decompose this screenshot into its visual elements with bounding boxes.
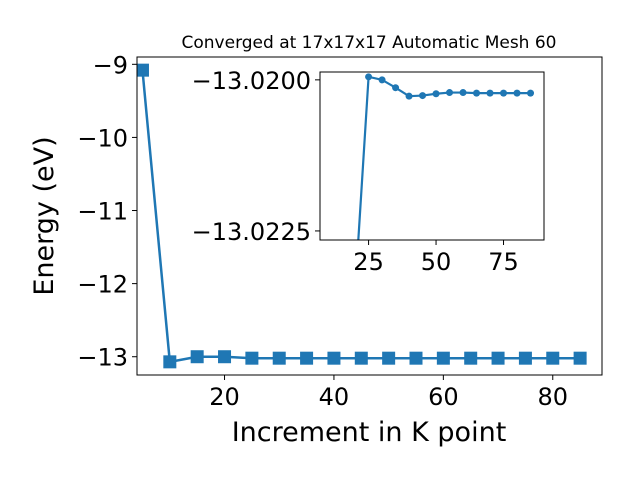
inset-data-point <box>527 89 535 97</box>
inset-series <box>357 73 535 240</box>
main-data-point <box>137 63 149 77</box>
main-frame <box>136 56 603 376</box>
inset-data-point <box>378 76 386 84</box>
main-series <box>137 63 587 369</box>
main-data-point <box>491 351 505 365</box>
main-data-point <box>464 351 478 365</box>
main-x-tick-label: 40 <box>319 383 350 411</box>
x-axis-label: Increment in K point <box>232 417 507 448</box>
main-data-point <box>382 351 396 365</box>
inset-background <box>320 72 544 240</box>
inset-x-tick-label: 75 <box>488 248 519 276</box>
inset-data-point <box>513 89 521 97</box>
main-data-point <box>518 351 532 365</box>
inset-data-point <box>500 89 508 97</box>
inset-data-point <box>392 84 400 92</box>
main-data-point <box>245 351 259 365</box>
main-data-point <box>436 351 450 365</box>
inset-data-point <box>432 90 440 98</box>
inset-data-point <box>419 92 427 100</box>
chart-title: Converged at 17x17x17 Automatic Mesh 60 <box>182 33 557 53</box>
inset-y-tick-label: −13.0200 <box>192 67 311 95</box>
inset-data-point <box>486 89 494 97</box>
main-y-tick-label: −13 <box>77 344 128 372</box>
main-data-point <box>354 351 368 365</box>
main-x-tick-label: 60 <box>428 383 459 411</box>
inset-y-tick-label: −13.0225 <box>192 218 311 246</box>
main-data-point <box>163 355 177 369</box>
main-data-point <box>190 350 204 364</box>
inset-data-point <box>405 92 413 100</box>
main-data-point <box>300 351 314 365</box>
main-y-tick-label: −9 <box>93 51 128 79</box>
inset-data-point <box>473 89 481 97</box>
inset-data-point <box>459 89 467 97</box>
inset-plot: 25 50 75 −13.0225 −13.0200 <box>192 67 545 276</box>
main-data-point <box>272 351 286 365</box>
inset-x-tick-label: 50 <box>421 248 452 276</box>
main-x-tick-label: 20 <box>209 383 240 411</box>
inset-x-tick-label: 25 <box>353 248 384 276</box>
main-data-point <box>573 351 587 365</box>
main-y-tick-label: −12 <box>77 271 128 299</box>
main-data-point <box>327 351 341 365</box>
main-data-point <box>409 351 423 365</box>
inset-data-point <box>365 73 373 81</box>
main-y-tick-label: −11 <box>77 198 128 226</box>
inset-data-point <box>446 89 454 97</box>
inset-frame <box>319 71 545 241</box>
y-axis-label: Energy (eV) <box>29 136 60 295</box>
main-data-point <box>546 351 560 365</box>
main-x-tick-label: 80 <box>537 383 568 411</box>
main-y-tick-label: −10 <box>77 124 128 152</box>
main-data-point <box>218 350 232 364</box>
